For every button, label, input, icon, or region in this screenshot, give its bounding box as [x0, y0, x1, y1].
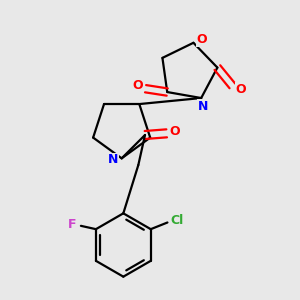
Text: N: N: [198, 100, 208, 113]
Text: O: O: [170, 125, 180, 138]
Text: O: O: [236, 83, 246, 96]
Text: Cl: Cl: [171, 214, 184, 227]
Text: N: N: [108, 154, 119, 166]
Text: O: O: [196, 33, 207, 46]
Text: O: O: [132, 79, 142, 92]
Text: F: F: [68, 218, 77, 231]
